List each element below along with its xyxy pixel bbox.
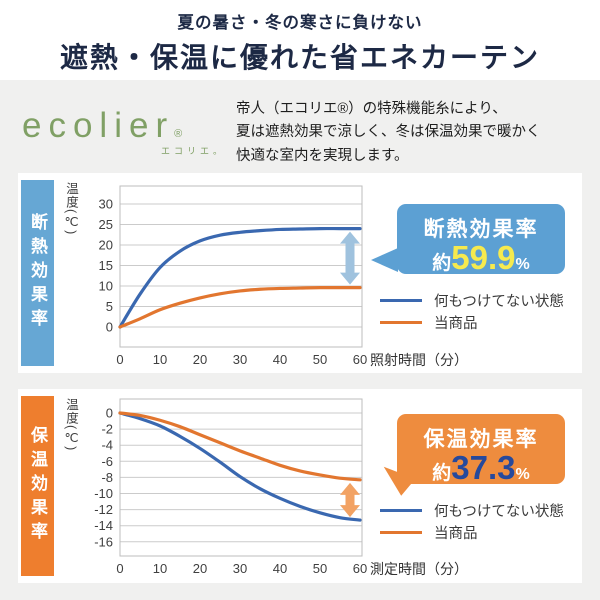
svg-text:20: 20 — [193, 352, 207, 367]
percentage-value: 59.9 — [451, 239, 516, 276]
heat-retention-line-chart: 0-2-4-6-8-10-12-14-160 10 20 30 40 50 60 — [94, 398, 367, 576]
callout-value: 約59.9% — [397, 240, 565, 283]
svg-text:-8: -8 — [101, 470, 113, 485]
header-subtitle: 夏の暑さ・冬の寒さに負けない — [177, 13, 423, 32]
insulation-chart-card: 断熱効果率 温度(℃) 30 25 20 15 10 5 0 0 10 20 30 40 50 60 照射… — [18, 173, 582, 373]
legend-item-bare: 何もつけてない状態 — [380, 289, 564, 311]
blue-line-swatch — [380, 508, 422, 512]
logo-text: ecolier — [22, 106, 175, 145]
svg-text:0: 0 — [106, 320, 113, 335]
percentage-value: 37.3 — [451, 449, 516, 486]
legend-label: 何もつけてない状態 — [434, 293, 564, 310]
registered-mark-icon: ® — [174, 128, 183, 140]
chart-legend: 何もつけてない状態 当商品 — [380, 289, 564, 333]
insulation-banner: 断熱効果率 — [21, 180, 54, 366]
legend-label: 何もつけてない状態 — [434, 503, 564, 520]
svg-text:30: 30 — [233, 561, 247, 576]
svg-text:10: 10 — [153, 561, 167, 576]
svg-text:-10: -10 — [94, 486, 113, 501]
legend-label: 当商品 — [434, 525, 478, 542]
svg-text:20: 20 — [99, 238, 113, 253]
svg-text:0: 0 — [116, 561, 123, 576]
callout-pointer-icon — [371, 248, 398, 272]
svg-text:0: 0 — [116, 352, 123, 367]
svg-text:10: 10 — [153, 352, 167, 367]
orange-line-swatch — [380, 320, 422, 324]
svg-text:50: 50 — [313, 561, 327, 576]
percent-sign: % — [515, 466, 530, 483]
legend-item-product: 当商品 — [380, 521, 564, 543]
legend-item-product: 当商品 — [380, 311, 564, 333]
brand-description-line: 快適な室内を実現します。 — [236, 147, 409, 164]
svg-text:-14: -14 — [94, 518, 113, 533]
svg-text:-6: -6 — [101, 454, 113, 469]
insulation-callout: 断熱効果率 約59.9% — [371, 204, 565, 276]
callout-value: 約37.3% — [397, 450, 565, 493]
heat-retention-banner: 保温効果率 — [21, 396, 54, 576]
brand-description-line: 帝人（エコリエ®）の特殊機能糸により、 — [236, 101, 507, 117]
x-axis-title: 照射時間（分） — [370, 352, 468, 368]
ecolier-logo: ecolier® エコリエ。 — [22, 96, 236, 168]
svg-text:-12: -12 — [94, 502, 113, 517]
brand-description-line: 夏は遮熱効果で涼しく、冬は保温効果で暖かく — [236, 124, 541, 141]
blue-line-swatch — [380, 298, 422, 302]
logo-wordmark: ecolier® — [22, 106, 236, 146]
svg-text:30: 30 — [99, 197, 113, 212]
svg-text:25: 25 — [99, 217, 113, 232]
callout-title: 断熱効果率 — [423, 218, 539, 241]
svg-text:20: 20 — [193, 561, 207, 576]
svg-text:40: 40 — [273, 352, 287, 367]
svg-text:30: 30 — [233, 352, 247, 367]
brand-description: 帝人（エコリエ®）の特殊機能糸により、 夏は遮熱効果で涼しく、冬は保温効果で暖か… — [236, 96, 541, 168]
brand-section: ecolier® エコリエ。 帝人（エコリエ®）の特殊機能糸により、 夏は遮熱効… — [22, 96, 582, 168]
svg-text:-2: -2 — [101, 422, 113, 437]
callout-title: 保温効果率 — [423, 428, 539, 451]
y-axis-title: 温度(℃) — [64, 398, 78, 452]
heat-retention-chart-card: 保温効果率 温度(℃) 0 -2 -4 -6 -8 -10 -12 -14 -16 0 10 20 30… — [18, 389, 582, 583]
svg-text:40: 40 — [273, 561, 287, 576]
percent-sign: % — [515, 256, 530, 273]
page-title: 遮熱・保温に優れた省エネカーテン — [59, 43, 540, 74]
heat-retention-callout: 保温効果率 約37.3% — [376, 414, 565, 496]
orange-line-swatch — [380, 530, 422, 534]
page-header: 夏の暑さ・冬の寒さに負けない 遮熱・保温に優れた省エネカーテン — [0, 0, 600, 80]
x-axis-title: 測定時間（分） — [370, 561, 468, 577]
svg-text:50: 50 — [313, 352, 327, 367]
svg-text:60: 60 — [353, 561, 367, 576]
svg-text:-16: -16 — [94, 534, 113, 549]
svg-text:5: 5 — [106, 299, 113, 314]
svg-text:60: 60 — [353, 352, 367, 367]
svg-text:10: 10 — [99, 279, 113, 294]
approx-label: 約 — [432, 463, 452, 484]
legend-item-bare: 何もつけてない状態 — [380, 499, 564, 521]
y-axis-title: 温度(℃) — [64, 182, 78, 236]
svg-text:-4: -4 — [101, 438, 113, 453]
legend-label: 当商品 — [434, 315, 478, 332]
logo-kana: エコリエ。 — [160, 146, 226, 156]
approx-label: 約 — [432, 253, 452, 274]
svg-text:15: 15 — [99, 258, 113, 273]
chart-legend: 何もつけてない状態 当商品 — [380, 499, 564, 543]
svg-text:0: 0 — [106, 406, 113, 421]
